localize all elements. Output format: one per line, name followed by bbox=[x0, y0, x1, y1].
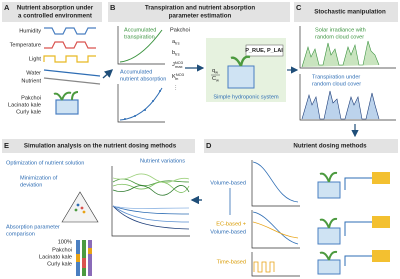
ellipsis: ⋮ bbox=[173, 85, 179, 91]
panel-title: Nutrient absorption under bbox=[17, 5, 94, 12]
axis bbox=[117, 26, 165, 65]
param-box bbox=[245, 44, 284, 57]
panel-title: Nutrient dosing methods bbox=[293, 143, 367, 150]
crop-label: Curly kale bbox=[47, 261, 72, 267]
system-label: Simple hydroponic system bbox=[213, 94, 279, 100]
panel-title: Simulation analysis on the nutrient dosi… bbox=[24, 143, 177, 150]
factor-label: Light bbox=[29, 56, 42, 62]
plot-label: Accumulated bbox=[124, 27, 156, 33]
condition-curves bbox=[43, 27, 101, 115]
panel-title: Transpiration and nutrient absorption bbox=[145, 5, 256, 12]
plot-label: Accumulated bbox=[120, 69, 152, 75]
panel-letter: B bbox=[110, 3, 116, 12]
panel-letter: D bbox=[206, 141, 212, 150]
param: JNO3 max bbox=[172, 60, 184, 69]
crop-label: Curly kale bbox=[16, 109, 41, 115]
plot-label: random cloud cover bbox=[315, 34, 364, 40]
axis bbox=[299, 74, 396, 121]
axis-label: 100% bbox=[58, 239, 72, 245]
comparison-bars bbox=[76, 240, 92, 276]
axis bbox=[111, 166, 190, 237]
method-label: Volume-based bbox=[210, 229, 246, 235]
model-params: P_RUE, P_LAI bbox=[245, 48, 283, 54]
factor-label: Water bbox=[26, 70, 41, 76]
axis bbox=[117, 84, 165, 123]
factor-label: Temperature bbox=[10, 42, 41, 48]
ternary bbox=[61, 191, 99, 223]
param: atrs bbox=[172, 39, 180, 45]
irradiance bbox=[301, 40, 380, 68]
concentration: Cw bbox=[212, 76, 219, 82]
param: btrs bbox=[172, 50, 180, 56]
panel-letter: E bbox=[4, 141, 9, 150]
method-label: Volume-based bbox=[210, 180, 246, 186]
plot-label: nutrient absorption bbox=[120, 76, 166, 82]
factor-label: Nutrient bbox=[21, 78, 41, 84]
ternary-points bbox=[74, 203, 86, 214]
curve bbox=[119, 87, 163, 121]
panel-letter: C bbox=[296, 3, 302, 12]
analysis-label: Absorption parameter bbox=[6, 224, 60, 230]
panel-title: Stochastic manipulation bbox=[314, 9, 386, 16]
dosing-systems bbox=[317, 171, 390, 275]
crop-label: Lacinato kale bbox=[39, 254, 72, 260]
analysis-label: deviation bbox=[20, 182, 42, 188]
plot-label: random cloud cover bbox=[312, 81, 361, 87]
method-label: Time-based bbox=[217, 259, 246, 265]
method-label: EC-based + bbox=[216, 221, 246, 227]
analysis-label: Minimization of bbox=[20, 175, 58, 181]
flow: qw bbox=[212, 68, 218, 74]
transpiration bbox=[301, 90, 380, 120]
headers bbox=[2, 2, 398, 153]
analysis-label: Optimization of nutrient solution bbox=[6, 160, 84, 166]
plant bbox=[230, 55, 251, 67]
plot-label: Transpiration under bbox=[312, 74, 360, 80]
points bbox=[124, 90, 161, 120]
analysis-label: comparison bbox=[6, 231, 35, 237]
dosing-graphs bbox=[229, 160, 300, 277]
curve bbox=[119, 29, 163, 63]
crop-label: Pakchoi bbox=[21, 95, 41, 101]
factor-label: Humidity bbox=[19, 28, 41, 34]
crop-label: Lacinato kale bbox=[8, 102, 41, 108]
axis bbox=[299, 26, 396, 69]
variation-label: Nutrient variations bbox=[140, 158, 185, 164]
plot-label: Solar irradiance with bbox=[315, 27, 366, 33]
tank bbox=[227, 65, 255, 89]
panel-title: a controlled environment bbox=[18, 13, 92, 20]
param: KNO3 m bbox=[172, 72, 185, 81]
plot-label: transpiration bbox=[124, 34, 155, 40]
arrow bbox=[102, 69, 114, 79]
crop-label: Pakchoi bbox=[52, 247, 72, 253]
variation-curves bbox=[112, 173, 190, 230]
panel-letter: A bbox=[4, 3, 10, 12]
crop-label: Pakchoi bbox=[170, 27, 190, 33]
panel-title: parameter estimation bbox=[169, 13, 232, 20]
